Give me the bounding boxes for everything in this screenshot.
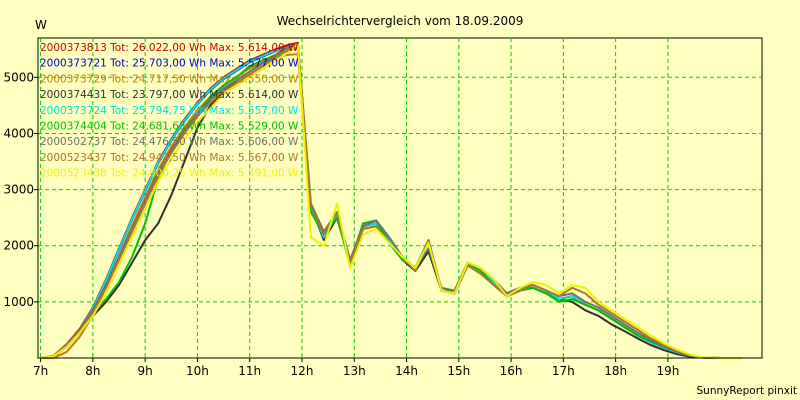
- y-axis-unit: W: [35, 18, 47, 32]
- x-tick-label: 13h: [343, 364, 366, 378]
- legend-entry-2000523437: 2000523437 Tot: 24.942,50 Wh Max: 5.567,…: [40, 152, 299, 164]
- x-tick-label: 9h: [138, 364, 153, 378]
- y-tick-label: 1000: [3, 295, 34, 309]
- legend-entry-2000374431: 2000374431 Tot: 23.797,00 Wh Max: 5.614,…: [40, 89, 299, 101]
- y-tick-label: 5000: [3, 70, 34, 84]
- x-tick-label: 14h: [395, 364, 418, 378]
- x-tick-label: 16h: [500, 364, 523, 378]
- series-lines: [40, 41, 742, 359]
- credit-text: SunnyReport pinxit: [697, 385, 797, 397]
- x-tick-label: 12h: [291, 364, 314, 378]
- x-tick-label: 15h: [447, 364, 470, 378]
- x-tick-label: 18h: [604, 364, 627, 378]
- x-tick-labels: 7h 8h 9h 10h 11h 12h 13h 14h 15h 16h 17h 18h 19h: [33, 358, 679, 378]
- grid: [38, 38, 762, 358]
- legend: 2000373813 Tot: 26.022,00 Wh Max: 5.614,…: [40, 42, 299, 180]
- x-tick-label: 11h: [238, 364, 261, 378]
- series-line-2000523438: [40, 43, 742, 359]
- series-line-2000502737: [40, 42, 742, 359]
- legend-entry-2000502737: 2000502737 Tot: 24.476,50 Wh Max: 5.606,…: [40, 136, 299, 148]
- legend-entry-2000373729: 2000373729 Tot: 24.717,50 Wh Max: 5.550,…: [40, 73, 299, 85]
- x-tick-label: 17h: [552, 364, 575, 378]
- x-tick-label: 8h: [85, 364, 100, 378]
- y-tick-label: 3000: [3, 183, 34, 197]
- x-tick-label: 7h: [33, 364, 48, 378]
- y-tick-label: 4000: [3, 126, 34, 140]
- chart-title: Wechselrichtervergleich vom 18.09.2009: [277, 14, 524, 28]
- legend-entry-2000523438: 2000523438 Tot: 24.800,25 Wh Max: 5.591,…: [40, 168, 299, 180]
- plot-area: [37, 37, 763, 359]
- legend-entry-2000373813: 2000373813 Tot: 26.022,00 Wh Max: 5.614,…: [40, 42, 299, 54]
- legend-entry-2000373721: 2000373721 Tot: 25.703,00 Wh Max: 5.577,…: [40, 58, 299, 70]
- x-tick-label: 19h: [656, 364, 679, 378]
- legend-entry-2000374404: 2000374404 Tot: 24.681,63 Wh Max: 5.529,…: [40, 121, 299, 133]
- x-tick-label: 10h: [186, 364, 209, 378]
- y-tick-labels: 1000 2000 3000 4000 5000: [3, 70, 38, 309]
- legend-entry-2000373724: 2000373724 Tot: 25.794,75 Wh Max: 5.557,…: [40, 105, 299, 117]
- y-tick-label: 2000: [3, 239, 34, 253]
